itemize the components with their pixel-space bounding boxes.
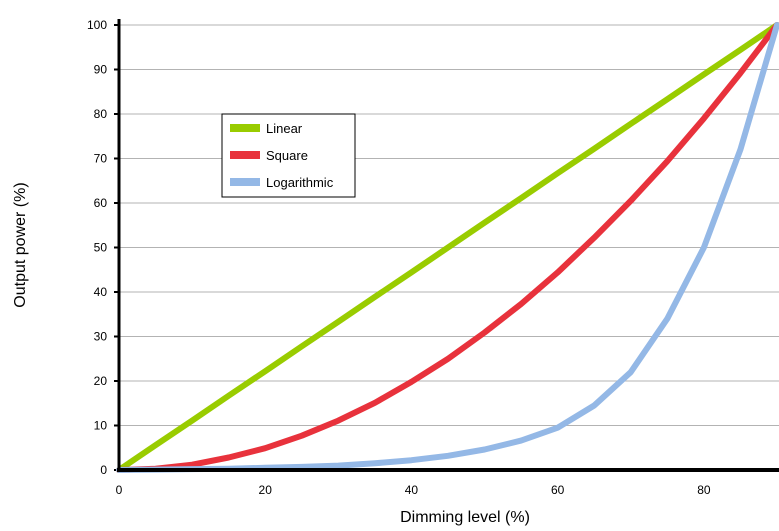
legend-label: Square [266, 148, 308, 163]
y-tick-label: 70 [94, 152, 108, 166]
y-axis-title: Output power (%) [12, 182, 29, 307]
x-tick-label: 0 [116, 483, 123, 497]
y-tick-label: 80 [94, 107, 108, 121]
x-tick-label: 40 [405, 483, 419, 497]
y-tick-label: 30 [94, 330, 108, 344]
legend-label: Linear [266, 121, 303, 136]
y-tick-label: 40 [94, 285, 108, 299]
legend: Linear Square Logarithmic [221, 113, 356, 198]
grid-lines [119, 24, 779, 426]
x-axis-ticks: 0 20 40 60 80 [116, 483, 711, 497]
y-tick-label: 100 [87, 18, 107, 32]
x-axis-title: Dimming level (%) [400, 509, 530, 526]
legend-swatch [230, 178, 260, 186]
x-tick-label: 60 [551, 483, 565, 497]
x-tick-label: 80 [697, 483, 711, 497]
legend-label: Logarithmic [266, 175, 334, 190]
y-tick-label: 90 [94, 63, 108, 77]
x-tick-label: 20 [259, 483, 273, 497]
y-tick-label: 10 [94, 419, 108, 433]
y-tick-label: 20 [94, 374, 108, 388]
y-axis-ticks: 0 10 20 30 40 50 60 70 80 90 100 [87, 18, 119, 477]
y-tick-label: 0 [100, 463, 107, 477]
legend-swatch [230, 124, 260, 132]
y-tick-label: 60 [94, 196, 108, 210]
series-line-square [116, 22, 779, 473]
legend-swatch [230, 151, 260, 159]
series-line-linear [116, 22, 779, 473]
y-tick-label: 50 [94, 241, 108, 255]
